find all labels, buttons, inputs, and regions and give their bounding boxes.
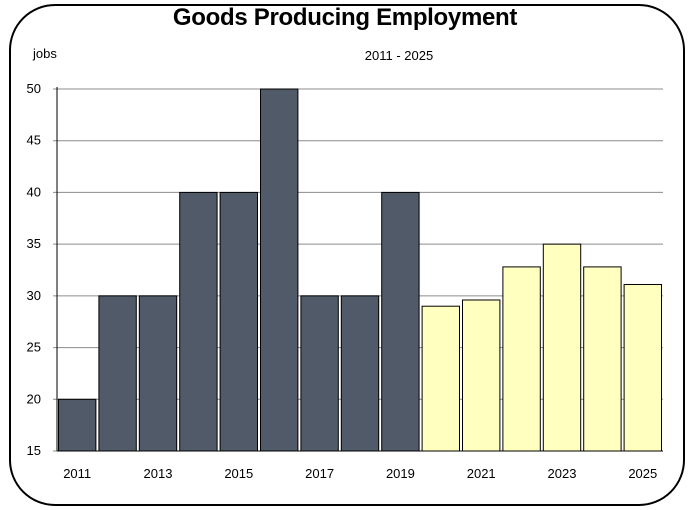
- bar-2024: [583, 266, 622, 452]
- chart-title: Goods Producing Employment: [172, 4, 518, 31]
- y-tick-15: 15: [27, 443, 41, 458]
- bar-2011: [58, 398, 97, 452]
- bar-2016: [260, 88, 299, 452]
- y-tick-45: 45: [27, 133, 41, 148]
- bar-2023: [542, 243, 582, 452]
- y-axis-label: jobs: [33, 46, 57, 61]
- bar-2025: [623, 283, 662, 452]
- bar-2020: [421, 305, 461, 452]
- y-tick-40: 40: [27, 184, 41, 199]
- bar-2014: [179, 191, 218, 452]
- y-tick-20: 20: [27, 391, 41, 406]
- x-tick-2021: 2021: [467, 466, 496, 481]
- bar-2012: [98, 295, 137, 452]
- x-tick-2015: 2015: [224, 466, 253, 481]
- y-tick-50: 50: [27, 81, 41, 96]
- chart-subtitle: 2011 - 2025: [364, 48, 434, 63]
- bar-2015: [219, 191, 259, 452]
- x-tick-2017: 2017: [305, 466, 334, 481]
- x-tick-labels: 2011 2013 2015 2017 2019 2021 2023 2025: [63, 466, 657, 481]
- bars: [57, 88, 663, 452]
- y-tick-35: 35: [27, 236, 41, 251]
- y-tick-labels: 15 20 25 30 35 40 45 50: [27, 81, 41, 458]
- x-tick-2025: 2025: [628, 466, 657, 481]
- x-tick-2013: 2013: [144, 466, 173, 481]
- bar-2021: [462, 299, 501, 452]
- bar-2022: [502, 266, 541, 452]
- bar-2019: [381, 191, 420, 452]
- bar-2017: [300, 295, 339, 452]
- x-tick-2011: 2011: [63, 466, 91, 481]
- bar-2013: [138, 295, 178, 452]
- x-tick-2023: 2023: [548, 466, 577, 481]
- y-tick-25: 25: [27, 340, 41, 355]
- x-tick-2019: 2019: [386, 466, 415, 481]
- y-tick-30: 30: [27, 288, 41, 303]
- bar-2018: [340, 295, 380, 452]
